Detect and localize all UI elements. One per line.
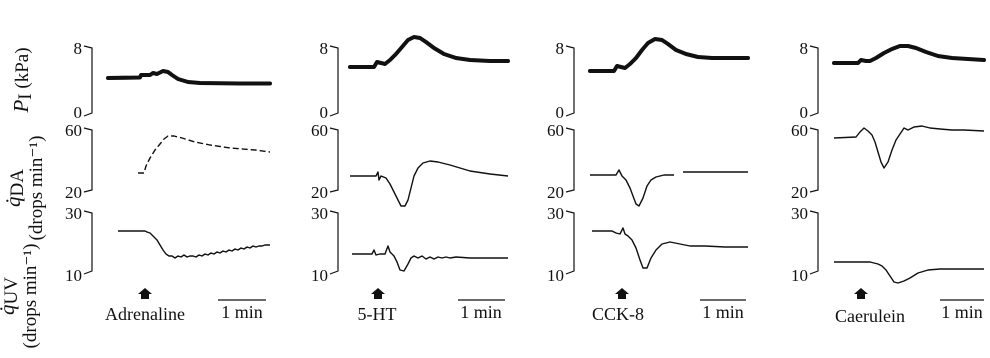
axis-urine-flow [329,210,339,275]
axis-duct-flow [809,127,819,193]
agent-label: CCK-8 [592,304,644,324]
tick-duct-20: 20 [311,183,328,202]
tick-urine-30: 30 [65,204,82,223]
y-label-urine-flow-unit: (drops min⁻¹) [20,244,41,349]
y-label-pressure-symbol: P [9,100,33,114]
tick-duct-20: 20 [791,183,808,202]
scale-bar-label: 1 min [221,302,263,322]
tick-pressure-8: 8 [74,39,83,58]
trace-pressure [588,37,750,73]
tick-duct-60: 60 [311,121,328,140]
y-label-duct-flow: q̇DA (drops min⁻¹) [1,136,47,241]
tick-pressure-0: 0 [800,103,809,122]
tick-pressure-8: 8 [320,39,329,58]
trace-urine-flow [118,230,270,259]
trace-urine-flow [592,227,748,269]
svg-text:q̇DA: q̇DA [1,169,28,207]
tick-duct-20: 20 [65,183,82,202]
tick-pressure-0: 0 [74,103,83,122]
svg-text:q̇UV: q̇UV [0,277,22,315]
axis-pressure [565,45,575,117]
tick-urine-10: 10 [311,266,328,285]
y-label-duct-flow-subscript: DA [7,169,28,197]
scale-bar-label: 1 min [460,302,502,322]
y-label-duct-flow-symbol: q̇ [1,196,25,207]
axis-pressure [329,45,339,117]
y-label-urine-flow: q̇UV (drops min⁻¹) [0,244,41,349]
injection-marker [138,288,152,299]
trace-duct-flow [833,125,985,169]
y-label-urine-flow-subscript: UV [1,277,22,305]
axis-pressure [809,45,819,117]
tick-urine-10: 10 [547,266,564,285]
axis-urine-flow [83,210,93,275]
trace-duct-flow [590,169,674,207]
agent-label: Caerulein [835,306,905,326]
svg-text:PI (kPa): PI (kPa) [9,47,36,113]
axis-duct-flow [83,127,93,193]
axis-urine-flow [809,210,819,275]
trace-urine-flow [352,245,508,272]
tick-duct-60: 60 [65,121,82,140]
panel-cck-8: 8 0 60 20 30 10 CCK-8 1 min [547,37,750,324]
trace-duct-flow [138,135,271,174]
y-label-urine-flow-symbol: q̇ [0,304,19,315]
scale-bar-label: 1 min [702,302,744,322]
axis-pressure [83,45,93,117]
axis-urine-flow [565,210,575,275]
tick-urine-30: 30 [547,204,564,223]
trace-urine-flow [834,261,984,284]
injection-marker [371,288,385,299]
axis-duct-flow [565,127,575,193]
injection-marker [615,288,629,299]
tick-urine-10: 10 [791,266,808,285]
panel-caerulein: 8 0 60 20 30 10 Caerulein 1 min [791,39,986,326]
tick-pressure-0: 0 [556,103,565,122]
tick-duct-60: 60 [791,121,808,140]
tick-duct-60: 60 [547,121,564,140]
trace-pressure [106,69,272,86]
trace-pressure [348,35,510,69]
panel-5-ht: 8 0 60 20 30 10 5-HT 1 min [311,35,510,324]
agent-label: Adrenaline [105,304,185,324]
tick-pressure-8: 8 [800,39,809,58]
y-label-duct-flow-unit: (drops min⁻¹) [26,136,47,241]
injection-marker [854,288,868,299]
y-label-pressure-unit: (kPa) [12,47,33,93]
tick-pressure-8: 8 [556,39,565,58]
axis-duct-flow [329,127,339,193]
y-label-pressure-subscript: I [15,93,36,99]
scale-bar-label: 1 min [941,302,983,322]
trace-duct-flow [350,160,509,207]
agent-label: 5-HT [358,304,397,324]
tick-urine-10: 10 [65,266,82,285]
tick-duct-20: 20 [547,183,564,202]
trace-pressure [832,44,986,65]
tick-urine-30: 30 [791,204,808,223]
y-label-pressure: PI (kPa) [9,47,36,113]
tick-urine-30: 30 [311,204,328,223]
panel-adrenaline: 8 0 60 20 30 10 Adrenaline 1 min [65,39,272,324]
tick-pressure-0: 0 [320,103,329,122]
